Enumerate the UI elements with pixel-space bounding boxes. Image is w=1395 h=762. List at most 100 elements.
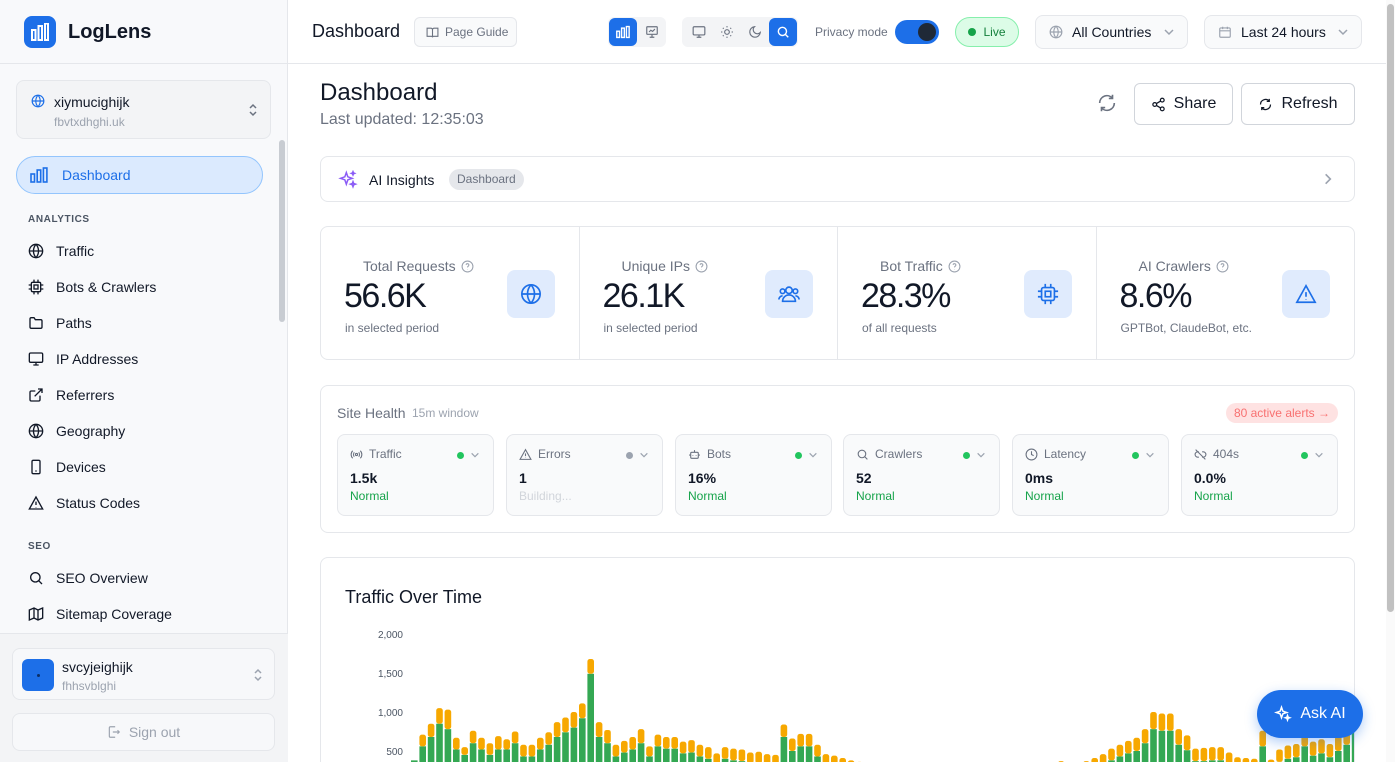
bar-bot[interactable] [629, 736, 636, 750]
bar-human[interactable] [1116, 756, 1124, 762]
bar-human[interactable] [789, 751, 796, 762]
active-alerts-link[interactable]: 80 active alerts → [1225, 403, 1338, 423]
bar-human[interactable] [1284, 758, 1292, 762]
bar-bot[interactable] [705, 747, 712, 759]
bar-human[interactable] [461, 754, 468, 762]
page-scrollbar[interactable] [1386, 0, 1395, 762]
bar-bot[interactable] [562, 717, 569, 733]
bar-bot[interactable] [721, 747, 729, 759]
bar-human[interactable] [780, 736, 788, 762]
ai-insights-bar[interactable]: AI Insights Dashboard [320, 156, 1355, 202]
bar-human[interactable] [411, 760, 418, 762]
sidebar-item-devices[interactable]: Devices [28, 457, 106, 477]
sidebar-scrollbar[interactable] [279, 140, 285, 322]
bar-human[interactable] [797, 746, 804, 762]
bar-bot[interactable] [553, 722, 561, 737]
date-range-select[interactable]: Last 24 hours [1204, 15, 1362, 49]
search-button[interactable] [769, 18, 797, 46]
bar-human[interactable] [637, 743, 645, 762]
bar-human[interactable] [730, 760, 737, 762]
sidebar-item-ip-addresses[interactable]: IP Addresses [28, 349, 138, 369]
light-theme-button[interactable] [713, 18, 741, 46]
bar-bot[interactable] [1209, 747, 1216, 761]
bar-human[interactable] [814, 756, 821, 762]
bar-bot[interactable] [612, 744, 620, 757]
bar-human[interactable] [1309, 755, 1317, 762]
bar-bot[interactable] [696, 744, 704, 757]
sidebar-item-dashboard[interactable]: Dashboard [16, 156, 263, 194]
bar-bot[interactable] [1200, 747, 1208, 762]
bar-bot[interactable] [419, 734, 426, 747]
bar-human[interactable] [679, 753, 687, 762]
bar-bot[interactable] [738, 749, 746, 762]
chart-view-button[interactable] [609, 18, 637, 46]
sign-out-button[interactable]: Sign out [12, 713, 275, 751]
bar-human[interactable] [453, 749, 460, 762]
bar-human[interactable] [419, 746, 426, 762]
bar-human[interactable] [671, 748, 678, 762]
bar-human[interactable] [562, 732, 569, 762]
bar-bot[interactable] [1259, 730, 1266, 747]
stat-bot-traffic[interactable]: Bot Traffic 28.3% of all requests [838, 227, 1097, 359]
bar-human[interactable] [427, 736, 435, 762]
bar-human[interactable] [553, 736, 561, 762]
sidebar-item-paths[interactable]: Paths [28, 313, 92, 333]
sidebar-item-referrers[interactable]: Referrers [28, 385, 114, 405]
bar-bot[interactable] [747, 752, 754, 762]
bar-bot[interactable] [755, 751, 762, 762]
bar-human[interactable] [486, 754, 494, 762]
bar-bot[interactable] [495, 736, 502, 750]
bar-human[interactable] [805, 746, 813, 762]
bar-bot[interactable] [1192, 748, 1199, 762]
bar-bot[interactable] [1267, 759, 1275, 762]
bar-human[interactable] [721, 758, 729, 762]
share-button[interactable]: Share [1134, 83, 1233, 125]
bar-bot[interactable] [621, 740, 628, 753]
traffic-chart[interactable]: 500 1,000 1,500 2,000 [321, 558, 1355, 762]
user-switcher[interactable]: svcyjeighijk fhhsvblghi [12, 648, 275, 700]
bar-bot[interactable] [772, 754, 779, 762]
bar-bot[interactable] [1251, 758, 1258, 762]
bar-bot[interactable] [486, 743, 494, 755]
bar-human[interactable] [1293, 757, 1300, 762]
stat-total-requests[interactable]: Total Requests 56.6K in selected period [321, 227, 580, 359]
bar-bot[interactable] [646, 746, 653, 757]
stat-unique-ips[interactable]: Unique IPs 26.1K in selected period [580, 227, 838, 359]
app-logo[interactable]: LogLens [24, 16, 151, 48]
bar-human[interactable] [1259, 746, 1266, 762]
bar-bot[interactable] [1276, 749, 1283, 762]
auto-refresh-icon[interactable] [1096, 92, 1118, 114]
bar-human[interactable] [1343, 744, 1350, 762]
bar-human[interactable] [1301, 746, 1308, 762]
bar-bot[interactable] [1125, 740, 1132, 754]
bar-bot[interactable] [822, 754, 830, 762]
bar-bot[interactable] [654, 734, 662, 747]
bar-bot[interactable] [1175, 729, 1182, 745]
bar-human[interactable] [1175, 744, 1182, 762]
bar-bot[interactable] [511, 731, 519, 744]
bar-human[interactable] [604, 743, 611, 762]
bar-human[interactable] [1209, 760, 1216, 762]
bar-bot[interactable] [1309, 741, 1317, 756]
bar-bot[interactable] [528, 744, 536, 757]
sidebar-item-sitemap-coverage[interactable]: Sitemap Coverage [28, 604, 172, 624]
bar-human[interactable] [587, 673, 594, 762]
bar-bot[interactable] [427, 723, 435, 737]
sidebar-item-bots[interactable]: Bots & Crawlers [28, 277, 156, 297]
health-card-bots[interactable]: Bots 16% Normal [675, 434, 832, 516]
dark-theme-button[interactable] [741, 18, 769, 46]
bar-bot[interactable] [814, 744, 821, 757]
bar-bot[interactable] [1242, 758, 1250, 762]
system-theme-button[interactable] [685, 18, 713, 46]
bar-bot[interactable] [1141, 729, 1149, 744]
bar-bot[interactable] [763, 754, 771, 762]
bar-bot[interactable] [1099, 754, 1107, 762]
bar-bot[interactable] [587, 658, 594, 674]
bar-bot[interactable] [579, 703, 586, 719]
bar-human[interactable] [444, 729, 452, 762]
bar-bot[interactable] [671, 736, 678, 749]
bar-human[interactable] [1217, 760, 1224, 762]
bar-bot[interactable] [537, 737, 544, 750]
bar-bot[interactable] [637, 729, 645, 744]
health-card-crawlers[interactable]: Crawlers 52 Normal [843, 434, 1000, 516]
